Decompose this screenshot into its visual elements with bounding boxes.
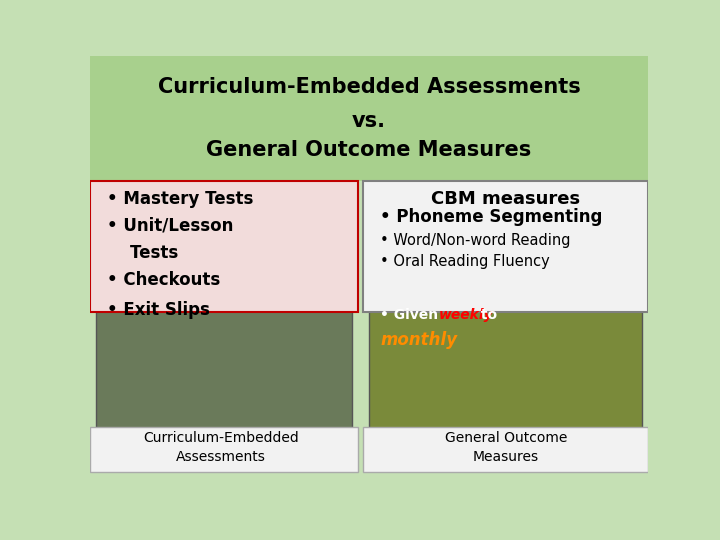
Text: General Outcome
Measures: General Outcome Measures [444, 431, 567, 463]
Text: • Given: • Given [380, 308, 444, 322]
FancyBboxPatch shape [96, 306, 352, 433]
Text: • Oral Reading Fluency: • Oral Reading Fluency [380, 254, 550, 269]
Text: General Outcome Measures: General Outcome Measures [207, 140, 531, 160]
Text: • Exit Slips: • Exit Slips [107, 301, 210, 319]
FancyBboxPatch shape [90, 57, 648, 181]
Text: Curriculum-Embedded
Assessments: Curriculum-Embedded Assessments [143, 431, 299, 463]
Text: Curriculum-Embedded Assessments: Curriculum-Embedded Assessments [158, 77, 580, 97]
Text: CBM measures: CBM measures [431, 190, 580, 207]
FancyBboxPatch shape [90, 181, 358, 312]
Text: • Mastery Tests
• Unit/Lesson
    Tests
• Checkouts: • Mastery Tests • Unit/Lesson Tests • Ch… [107, 190, 253, 289]
FancyBboxPatch shape [369, 306, 642, 433]
Text: • Phoneme Segmenting: • Phoneme Segmenting [380, 208, 603, 226]
Text: vs.: vs. [352, 111, 386, 131]
Text: weekly: weekly [438, 308, 493, 322]
Text: • Word/Non-word Reading: • Word/Non-word Reading [380, 233, 571, 248]
FancyBboxPatch shape [364, 427, 648, 472]
Text: monthly: monthly [380, 331, 457, 349]
Text: to: to [476, 308, 498, 322]
FancyBboxPatch shape [364, 181, 648, 312]
FancyBboxPatch shape [90, 427, 358, 472]
